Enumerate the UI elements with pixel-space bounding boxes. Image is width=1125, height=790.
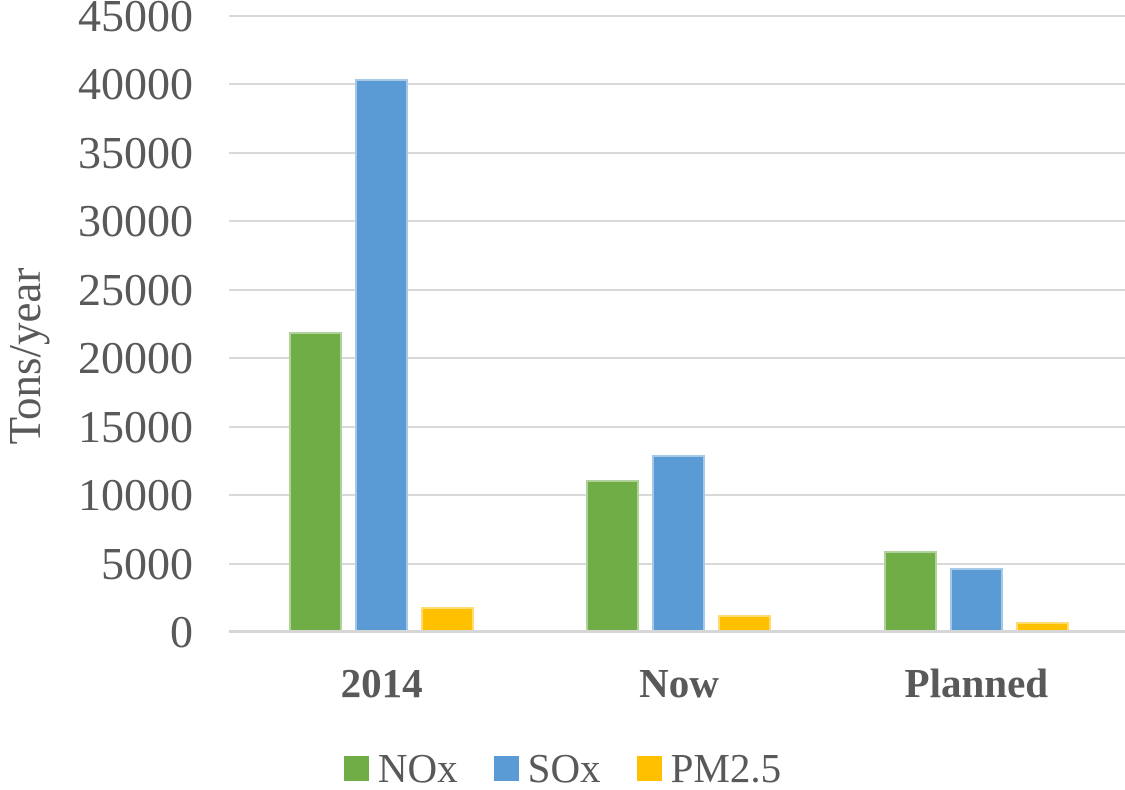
bar-nox-2014 bbox=[289, 332, 343, 632]
gridline bbox=[229, 288, 1125, 291]
y-axis-tick-label: 25000 bbox=[78, 263, 193, 315]
y-axis-tick-label: 20000 bbox=[78, 332, 193, 384]
bar-group-2014 bbox=[233, 16, 530, 632]
gridline bbox=[229, 83, 1125, 86]
gridline bbox=[229, 15, 1125, 17]
y-axis-tick-label: 10000 bbox=[78, 469, 193, 521]
bar-sox-now bbox=[652, 455, 706, 632]
y-axis-tick-label: 30000 bbox=[78, 195, 193, 247]
bar-pm2.5-now bbox=[718, 615, 772, 632]
bar-nox-now bbox=[586, 480, 640, 632]
y-axis-tick-label: 40000 bbox=[78, 58, 193, 110]
legend-swatch-icon bbox=[343, 755, 369, 781]
bar-nox-planned bbox=[883, 551, 937, 632]
legend-item-pm2.5: PM2.5 bbox=[636, 745, 782, 790]
legend-label: NOx bbox=[377, 745, 458, 790]
gridline bbox=[229, 425, 1125, 428]
legend: NOx SOx PM2.5 bbox=[0, 744, 1125, 790]
x-axis-label-now: Now bbox=[639, 660, 719, 706]
gridline bbox=[229, 220, 1125, 223]
bar-group-planned bbox=[828, 16, 1125, 632]
x-axis-label-2014: 2014 bbox=[340, 660, 423, 706]
bar-group-now bbox=[530, 16, 827, 632]
bar-pm2.5-planned bbox=[1015, 622, 1069, 632]
legend-item-sox: SOx bbox=[493, 745, 601, 790]
y-axis-tick-label: 45000 bbox=[78, 0, 193, 41]
legend-label: PM2.5 bbox=[670, 745, 782, 790]
legend-item-nox: NOx bbox=[343, 745, 458, 790]
legend-swatch-icon bbox=[493, 755, 519, 781]
bar-sox-2014 bbox=[355, 79, 409, 632]
y-axis-tick-label: 0 bbox=[170, 606, 193, 657]
x-axis-line bbox=[229, 630, 1125, 633]
y-axis-tick-label: 35000 bbox=[78, 126, 193, 178]
bar-pm2.5-2014 bbox=[421, 607, 475, 632]
legend-swatch-icon bbox=[636, 755, 662, 781]
bar-sox-planned bbox=[949, 568, 1003, 632]
gridline bbox=[229, 357, 1125, 360]
x-axis-label-planned: Planned bbox=[904, 660, 1049, 706]
y-axis-tick-label: 5000 bbox=[101, 537, 193, 589]
legend-label: SOx bbox=[527, 745, 601, 790]
y-axis-tick-label: 15000 bbox=[78, 400, 193, 452]
gridline bbox=[229, 151, 1125, 154]
